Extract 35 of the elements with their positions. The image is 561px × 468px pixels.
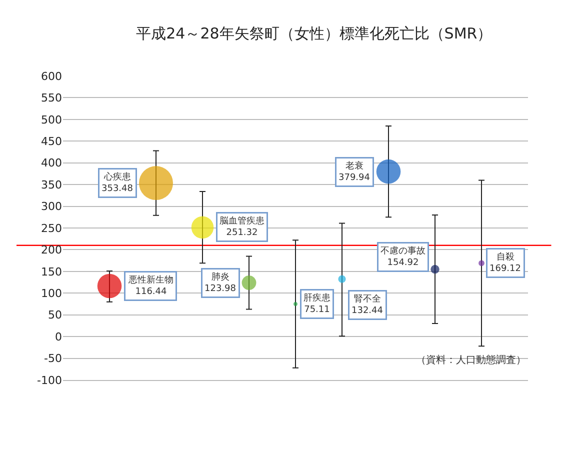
series-label: 腎不全: [354, 294, 381, 304]
y-tick-label: 100: [41, 286, 62, 300]
data-label: 116.44: [135, 287, 168, 298]
y-tick-label: 350: [41, 178, 62, 192]
y-tick-label: 200: [41, 244, 62, 257]
data-label: 132.44: [352, 306, 384, 316]
series-label: 老衰: [345, 160, 364, 172]
annotation: （資料：人口動態調査）: [416, 354, 526, 366]
y-tick-label: 300: [41, 200, 62, 214]
series-label: 肝疾患: [304, 292, 330, 304]
y-tick-label: -100: [37, 374, 62, 387]
y-tick-label: 400: [41, 156, 62, 170]
y-tick-label: -50: [44, 352, 62, 366]
data-label: 251.32: [226, 228, 258, 238]
series-label: 自殺: [496, 252, 514, 262]
chart-title: 平成24～28年矢祭町（女性）標準化死亡比（SMR）: [136, 24, 492, 43]
series-label: 不慮の事故: [380, 246, 426, 256]
y-tick-label: 0: [55, 330, 62, 344]
data-label: 123.98: [204, 284, 236, 294]
y-tick-label: 550: [41, 92, 62, 105]
y-tick-label: 150: [41, 265, 62, 278]
series-label: 悪性新生物: [128, 274, 174, 286]
series-label: 心疾患: [102, 172, 131, 182]
y-tick-label: 500: [41, 113, 62, 126]
data-label: 379.94: [338, 173, 370, 184]
data-label: 75.11: [304, 305, 330, 316]
series-label: 肺炎: [211, 272, 230, 282]
y-tick-label: 250: [41, 222, 62, 235]
y-tick-label: 450: [41, 134, 62, 148]
series-label: 脳血管疾患: [220, 216, 264, 226]
data-label: 169.12: [490, 264, 521, 274]
data-label: 154.92: [387, 258, 419, 268]
y-tick-label: 50: [48, 308, 62, 322]
y-tick-label: 600: [41, 70, 62, 83]
data-label: 353.48: [102, 184, 134, 194]
